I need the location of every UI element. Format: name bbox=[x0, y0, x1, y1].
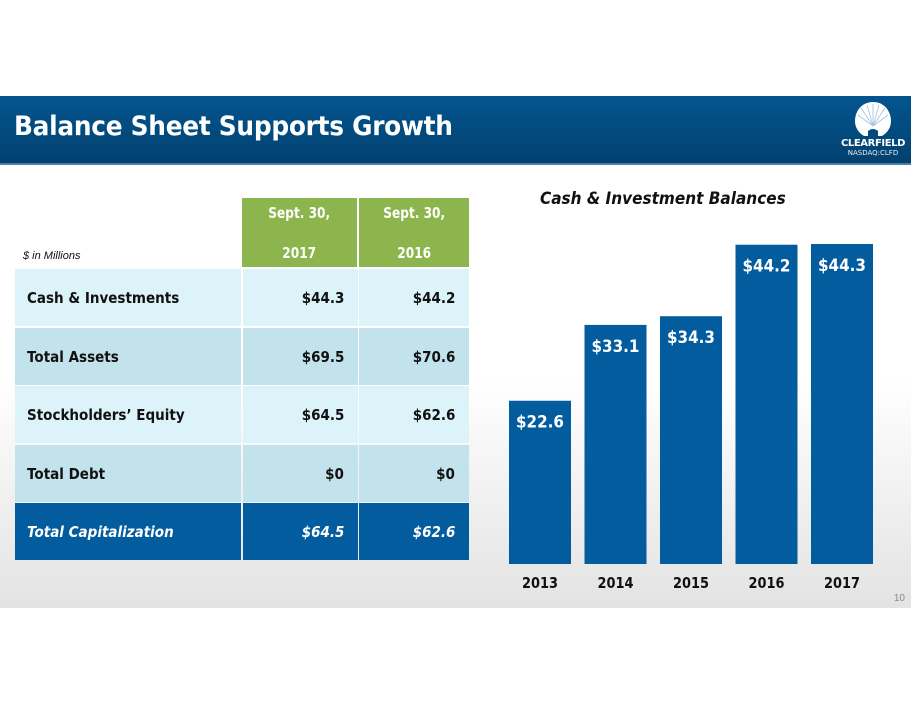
value-2017-cell: $0 bbox=[243, 445, 358, 502]
row-label-cell: Total Capitalization bbox=[15, 503, 241, 560]
bar-2014 bbox=[584, 324, 647, 564]
value-2017: $69.5 bbox=[301, 347, 344, 366]
column-header-2017: Sept. 30, 2017 bbox=[242, 198, 357, 267]
row-label-cell: Total Assets bbox=[15, 328, 241, 385]
chart-title: Cash & Investment Balances bbox=[540, 189, 786, 209]
logo-name: CLEARFIELD bbox=[840, 138, 906, 149]
table-row-total: Total Capitalization $64.5 $62.6 bbox=[15, 503, 469, 560]
value-2016: $70.6 bbox=[412, 347, 455, 366]
clearfield-logo: CLEARFIELD NASDAQ:CLFD bbox=[839, 100, 907, 162]
value-2016: $62.6 bbox=[412, 522, 455, 541]
value-2016-cell: $0 bbox=[359, 445, 469, 502]
x-tick-label-2016: 2016 bbox=[749, 574, 785, 592]
value-2017-cell: $69.5 bbox=[243, 328, 358, 385]
x-tick-label-2013: 2013 bbox=[522, 574, 558, 592]
value-2016-cell: $62.6 bbox=[359, 386, 469, 443]
row-label: Total Debt bbox=[27, 464, 106, 483]
slide: Balance Sheet Supports Growth CLEARFIELD… bbox=[0, 96, 911, 608]
units-note: $ in Millions bbox=[23, 250, 81, 262]
value-2016-cell: $62.6 bbox=[359, 503, 469, 560]
page-number: 10 bbox=[893, 593, 905, 604]
row-label: Total Capitalization bbox=[27, 522, 174, 541]
column-header-2017-line1: Sept. 30, bbox=[268, 203, 331, 222]
value-2017: $64.5 bbox=[301, 522, 344, 541]
column-header-2016: Sept. 30, 2016 bbox=[359, 198, 469, 267]
table-row: Total Assets $69.5 $70.6 bbox=[15, 328, 469, 385]
value-2016-cell: $44.2 bbox=[359, 269, 469, 326]
row-label-cell: Cash & Investments bbox=[15, 269, 241, 326]
data-label-2013: $22.6 bbox=[516, 413, 564, 433]
value-2016: $44.2 bbox=[412, 288, 455, 307]
value-2017-cell: $44.3 bbox=[243, 269, 358, 326]
value-2017-cell: $64.5 bbox=[243, 386, 358, 443]
x-tick-label-2017: 2017 bbox=[824, 574, 860, 592]
table-row: Cash & Investments $44.3 $44.2 bbox=[15, 269, 469, 326]
bar-2015 bbox=[660, 316, 722, 564]
logo-fan-icon bbox=[855, 102, 891, 136]
data-label-2016: $44.2 bbox=[743, 257, 791, 277]
value-2016: $0 bbox=[436, 464, 455, 483]
value-2017: $44.3 bbox=[301, 288, 344, 307]
value-2017: $0 bbox=[325, 464, 344, 483]
column-header-2017-line2: 2017 bbox=[282, 243, 317, 262]
x-tick-label-2014: 2014 bbox=[598, 574, 634, 592]
column-header-2016-line2: 2016 bbox=[397, 243, 431, 262]
bar-chart: $22.6 2013 $33.1 2014 $34.3 2015 $44.2 2016 $44.… bbox=[509, 244, 873, 592]
logo-ticker: NASDAQ:CLFD bbox=[847, 149, 899, 157]
table-row: Total Debt $0 $0 bbox=[15, 445, 469, 502]
bar-2013 bbox=[509, 400, 571, 564]
data-label-2015: $34.3 bbox=[667, 328, 715, 348]
x-tick-label-2015: 2015 bbox=[673, 574, 709, 592]
row-label-cell: Stockholders’ Equity bbox=[15, 386, 241, 443]
value-2016: $62.6 bbox=[412, 405, 455, 424]
row-label-cell: Total Debt bbox=[15, 445, 241, 502]
data-label-2017: $44.3 bbox=[818, 256, 866, 276]
slide-title: Balance Sheet Supports Growth bbox=[14, 111, 453, 142]
value-2016-cell: $70.6 bbox=[359, 328, 469, 385]
table-row: Stockholders’ Equity $64.5 $62.6 bbox=[15, 386, 469, 443]
bar-2016 bbox=[735, 244, 798, 564]
row-label: Total Assets bbox=[27, 347, 119, 366]
bar-2017 bbox=[811, 244, 873, 564]
data-label-2014: $33.1 bbox=[592, 337, 640, 357]
row-label: Stockholders’ Equity bbox=[27, 405, 185, 424]
slide-header: Balance Sheet Supports Growth CLEARFIELD… bbox=[0, 96, 911, 165]
value-2017: $64.5 bbox=[301, 405, 344, 424]
column-header-2016-line1: Sept. 30, bbox=[383, 203, 445, 222]
row-label: Cash & Investments bbox=[27, 288, 180, 307]
value-2017-cell: $64.5 bbox=[243, 503, 358, 560]
